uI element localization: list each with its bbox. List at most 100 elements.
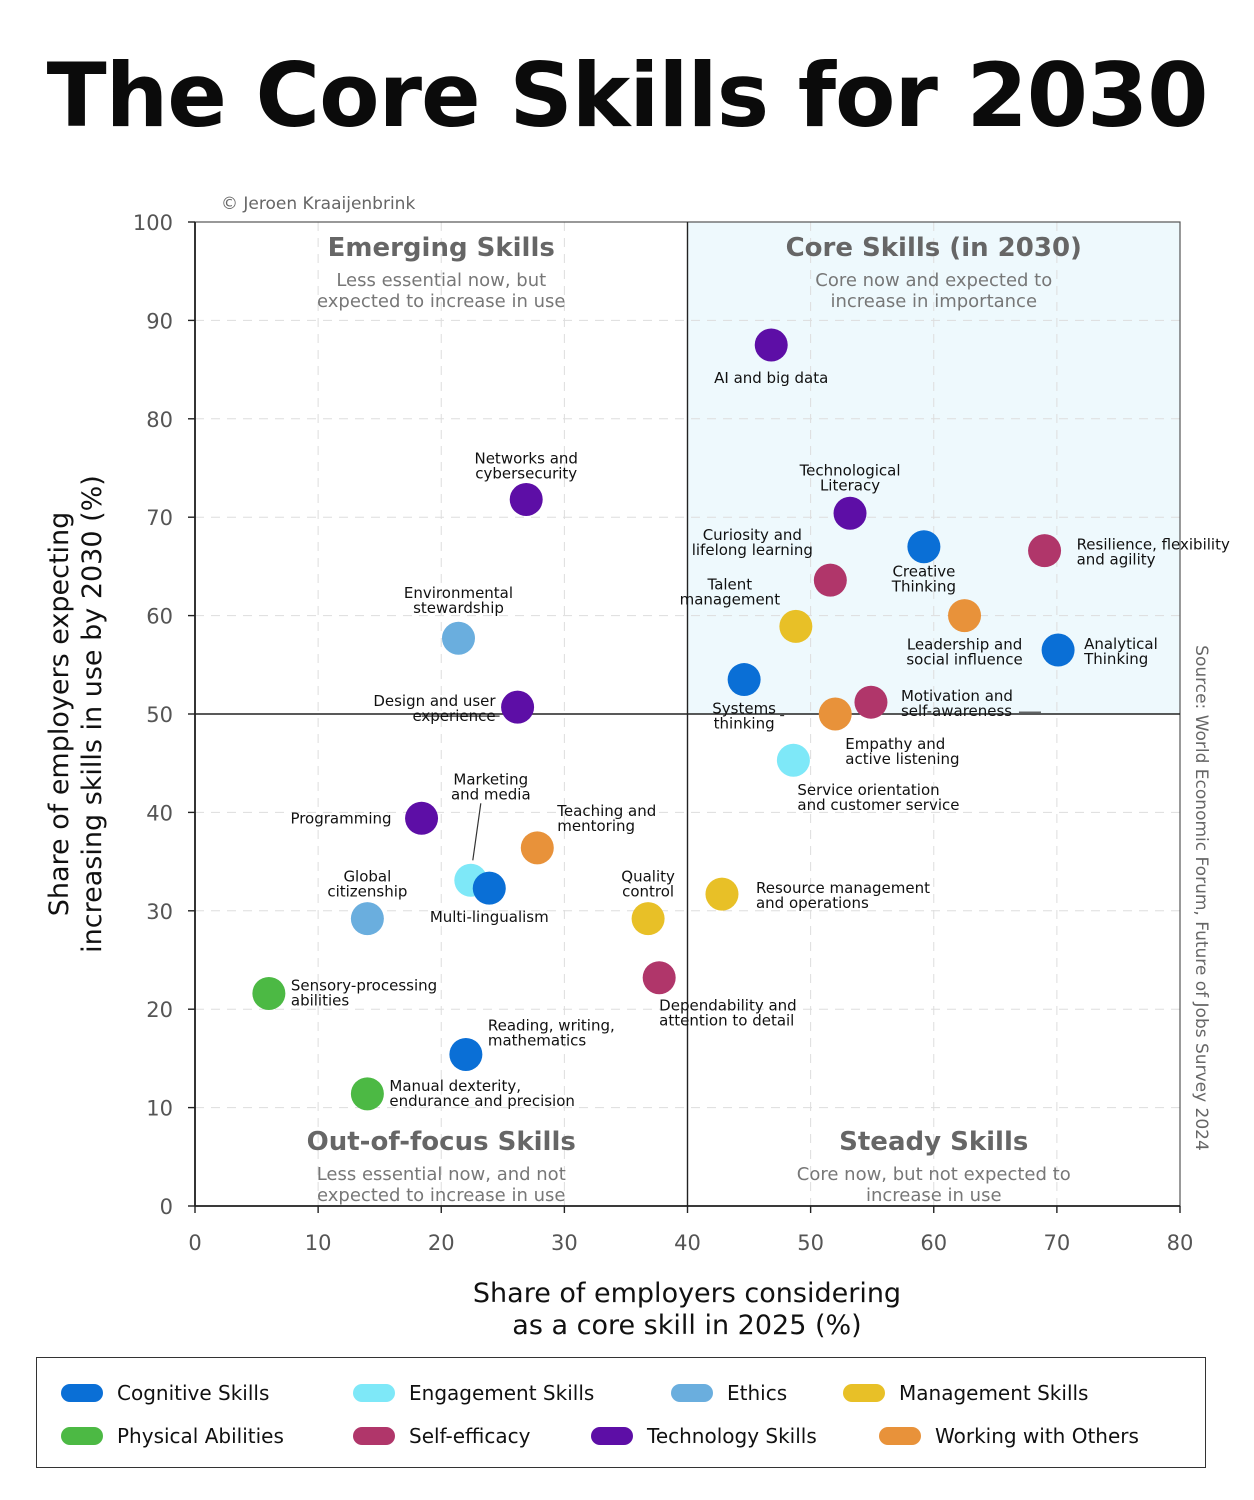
- data-point-label: Talent: [707, 575, 753, 593]
- y-tick-label: 0: [160, 1195, 173, 1219]
- data-point: [350, 1077, 384, 1111]
- y-axis-label: increasing skills in use by 2030 (%): [77, 475, 108, 953]
- data-point: [907, 530, 941, 564]
- legend-swatch: [61, 1427, 103, 1445]
- y-axis-label-group: Share of employers expecting increasing s…: [44, 475, 108, 953]
- legend-label: Cognitive Skills: [117, 1381, 270, 1405]
- data-point-label: Empathy and: [845, 735, 945, 753]
- x-tick-label: 30: [551, 1231, 578, 1255]
- legend-item: Self-efficacy: [353, 1421, 530, 1451]
- data-point-label: Manual dexterity,: [389, 1077, 521, 1095]
- y-tick-label: 80: [146, 408, 173, 432]
- data-point-label: social influence: [906, 651, 1022, 669]
- data-point-label: Service orientation: [797, 781, 939, 799]
- quadrant-subtitle: increase in use: [866, 1185, 1002, 1206]
- y-tick-label: 40: [146, 801, 173, 825]
- x-tick-label: 80: [1167, 1231, 1194, 1255]
- x-axis-label: Share of employers considering: [473, 1278, 901, 1309]
- data-point-label: experience: [412, 707, 495, 725]
- data-point-label: stewardship: [413, 599, 504, 617]
- data-point-label: Thinking: [891, 578, 956, 596]
- x-tick-label: 20: [428, 1231, 455, 1255]
- legend-item: Cognitive Skills: [61, 1378, 269, 1408]
- legend-label: Technology Skills: [647, 1424, 817, 1448]
- data-point-label: active listening: [845, 750, 959, 768]
- x-axis-label: as a core skill in 2025 (%): [512, 1310, 861, 1341]
- data-point-label: Literacy: [820, 476, 880, 494]
- data-point-label: thinking: [714, 715, 775, 733]
- legend-item: Technology Skills: [591, 1421, 817, 1451]
- legend-label: Self-efficacy: [409, 1424, 531, 1448]
- x-tick-label: 0: [188, 1231, 201, 1255]
- data-point: [705, 877, 739, 911]
- data-point-label: Resilience, flexibility: [1077, 536, 1230, 554]
- data-point: [252, 976, 286, 1010]
- label-leader-line: [472, 803, 482, 861]
- data-point-label: abilities: [291, 991, 349, 1009]
- data-point-label: Global: [343, 868, 391, 886]
- data-point-label: Motivation and: [901, 687, 1013, 705]
- x-tick-label: 60: [920, 1231, 947, 1255]
- data-point-label: citizenship: [327, 883, 407, 901]
- legend: Cognitive Skills Engagement Skills Ethics M…: [36, 1357, 1206, 1468]
- legend-swatch: [671, 1384, 713, 1402]
- y-tick-label: 60: [146, 605, 173, 629]
- credit-text: © Jeroen Kraaijenbrink: [221, 194, 415, 214]
- data-point-label: mentoring: [557, 817, 635, 835]
- data-point-label: Analytical: [1084, 635, 1158, 653]
- data-point-label: Dependability and: [659, 997, 797, 1015]
- legend-item: Management Skills: [843, 1378, 1088, 1408]
- y-tick-label: 30: [146, 900, 173, 924]
- data-point-label: endurance and precision: [389, 1092, 575, 1110]
- data-point-label: Curiosity and: [703, 526, 802, 544]
- data-point-label: Thinking: [1083, 650, 1148, 668]
- data-point-label: and operations: [756, 894, 869, 912]
- data-point-label: Environmental: [404, 584, 513, 602]
- legend-swatch: [353, 1384, 395, 1402]
- data-point: [1041, 633, 1075, 667]
- data-point: [948, 599, 982, 633]
- legend-item: Engagement Skills: [353, 1378, 594, 1408]
- page-title: The Core Skills for 2030: [46, 44, 1209, 147]
- data-point: [449, 1037, 483, 1071]
- legend-swatch: [591, 1427, 633, 1445]
- data-point-label: self-awareness: [901, 702, 1012, 720]
- data-point: [509, 482, 543, 516]
- quadrant-title: Core Skills (in 2030): [786, 233, 1082, 263]
- data-point: [405, 801, 439, 835]
- quadrant-subtitle: Core now and expected to: [815, 270, 1052, 291]
- y-tick-label: 90: [146, 309, 173, 333]
- data-point-label: Creative: [892, 563, 955, 581]
- x-tick-label: 40: [674, 1231, 701, 1255]
- data-point-label: Teaching and: [556, 802, 656, 820]
- y-axis-label: Share of employers expecting: [44, 512, 75, 917]
- data-point-label: Networks and: [474, 449, 577, 467]
- data-point-label: Systems: [712, 700, 776, 718]
- legend-label: Ethics: [727, 1381, 788, 1405]
- quadrant-subtitle: expected to increase in use: [317, 291, 565, 312]
- quadrant-title: Steady Skills: [839, 1127, 1028, 1157]
- y-tick-label: 100: [133, 211, 173, 235]
- y-tick-label: 10: [146, 1097, 173, 1121]
- data-point-label: mathematics: [488, 1031, 587, 1049]
- data-point-label: control: [622, 883, 674, 901]
- data-point-label: and media: [451, 785, 531, 803]
- legend-item: Ethics: [671, 1378, 787, 1408]
- x-tick-label: 10: [305, 1231, 332, 1255]
- scatter-chart: 0 10 20 30 40 50 60 70 80 0 10 20 30 40 50 60 70 80 90 100 ©…: [44, 194, 1230, 1341]
- legend-label: Working with Others: [935, 1424, 1139, 1448]
- data-point: [776, 743, 810, 777]
- data-point-label: and agility: [1077, 551, 1156, 569]
- y-tick-label: 20: [146, 998, 173, 1022]
- legend-swatch: [843, 1384, 885, 1402]
- data-point-label: Quality: [621, 868, 675, 886]
- quadrant-subtitle: Less essential now, and not: [317, 1164, 566, 1185]
- quadrant-subtitle: expected to increase in use: [317, 1185, 565, 1206]
- legend-label: Physical Abilities: [117, 1424, 284, 1448]
- quadrant-subtitle: Less essential now, but: [336, 270, 546, 291]
- data-point-label: lifelong learning: [692, 541, 813, 559]
- data-point-label: Design and user: [373, 692, 496, 710]
- data-point-label: Technological: [799, 461, 901, 479]
- quadrant-subtitle: Core now, but not expected to: [797, 1164, 1071, 1185]
- data-point: [818, 697, 852, 731]
